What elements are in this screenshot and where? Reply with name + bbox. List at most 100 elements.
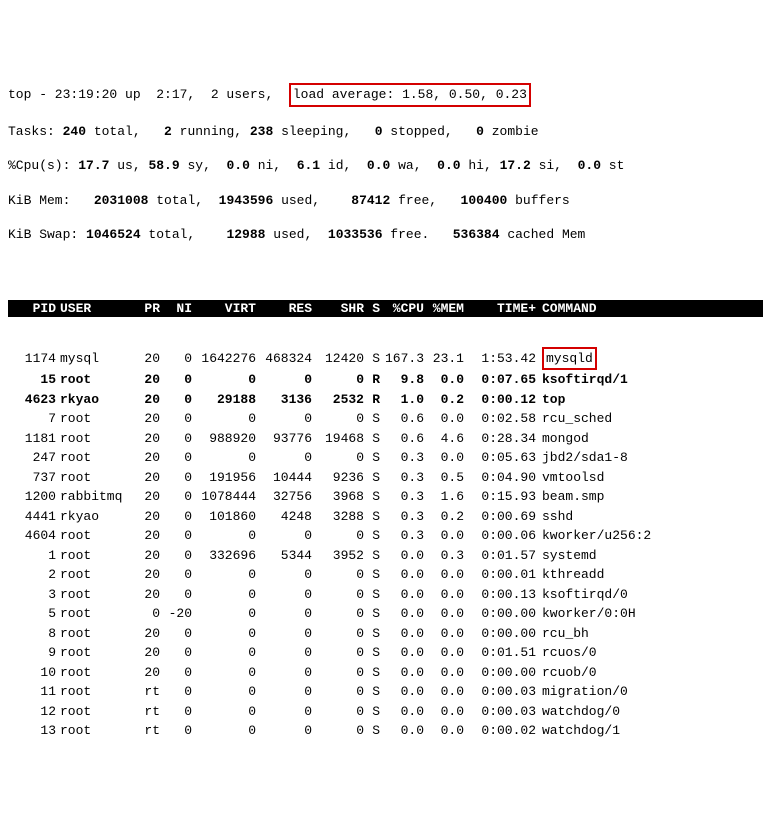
cell-user: root [56,429,132,449]
cell-ni: 0 [160,702,192,722]
cell-cpu: 0.3 [380,487,424,507]
table-row[interactable]: 1200rabbitmq2001078444327563968S0.31.60:… [8,487,763,507]
col-header-cmd: COMMAND [536,301,597,316]
cell-cmd: mongod [536,429,589,449]
cell-shr: 0 [312,721,364,741]
cell-pid: 12 [8,702,56,722]
cell-virt: 0 [192,702,256,722]
table-row[interactable]: 5root0-20000S0.00.00:00.00kworker/0:0H [8,604,763,624]
cell-pid: 2 [8,565,56,585]
cell-cpu: 0.0 [380,565,424,585]
cell-virt: 0 [192,585,256,605]
cell-res: 32756 [256,487,312,507]
cell-user: root [56,370,132,390]
cell-time: 0:15.93 [464,487,536,507]
cell-shr: 3952 [312,546,364,566]
cell-pid: 1 [8,546,56,566]
col-header-pid: PID [8,301,56,316]
table-row[interactable]: 11rootrt0000S0.00.00:00.03migration/0 [8,682,763,702]
table-row[interactable]: 1181root2009889209377619468S0.64.60:28.3… [8,429,763,449]
cell-pr: 20 [132,643,160,663]
cell-shr: 2532 [312,390,364,410]
cell-s: R [364,370,380,390]
cell-res: 0 [256,370,312,390]
cell-user: rkyao [56,390,132,410]
cell-cpu: 167.3 [380,349,424,369]
cell-mem: 0.5 [424,468,464,488]
table-row[interactable]: 247root200000S0.30.00:05.63jbd2/sda1-8 [8,448,763,468]
cell-virt: 1642276 [192,349,256,369]
cell-s: S [364,409,380,429]
cell-cpu: 0.3 [380,468,424,488]
table-row[interactable]: 737root200191956104449236S0.30.50:04.90v… [8,468,763,488]
cell-s: S [364,663,380,683]
cell-res: 0 [256,604,312,624]
cell-shr: 3968 [312,487,364,507]
cell-shr: 0 [312,643,364,663]
cell-cmd: top [536,390,565,410]
cell-virt: 0 [192,565,256,585]
table-row[interactable]: 4604root200000S0.30.00:00.06kworker/u256… [8,526,763,546]
cell-cmd: vmtoolsd [536,468,604,488]
cell-user: root [56,448,132,468]
cell-mem: 0.0 [424,624,464,644]
cell-virt: 1078444 [192,487,256,507]
col-header-shr: SHR [312,301,364,316]
cell-virt: 0 [192,682,256,702]
cell-cmd: sshd [536,507,573,527]
cell-pid: 1200 [8,487,56,507]
col-header-res: RES [256,301,312,316]
cell-res: 0 [256,409,312,429]
cell-s: S [364,526,380,546]
cell-res: 0 [256,448,312,468]
table-row[interactable]: 3root200000S0.00.00:00.13ksoftirqd/0 [8,585,763,605]
table-row[interactable]: 9root200000S0.00.00:01.51rcuos/0 [8,643,763,663]
cell-cpu: 0.0 [380,643,424,663]
table-row[interactable]: 12rootrt0000S0.00.00:00.03watchdog/0 [8,702,763,722]
cell-cpu: 0.3 [380,507,424,527]
cell-s: S [364,585,380,605]
cell-cpu: 0.0 [380,702,424,722]
table-row[interactable]: 2root200000S0.00.00:00.01kthreadd [8,565,763,585]
cell-user: rabbitmq [56,487,132,507]
cell-ni: 0 [160,624,192,644]
cell-mem: 0.0 [424,370,464,390]
table-row[interactable]: 1root20033269653443952S0.00.30:01.57syst… [8,546,763,566]
cell-pr: 20 [132,370,160,390]
cell-s: S [364,429,380,449]
cell-virt: 0 [192,663,256,683]
table-row[interactable]: 7root200000S0.60.00:02.58rcu_sched [8,409,763,429]
cell-user: root [56,468,132,488]
cell-pr: 20 [132,565,160,585]
cpu-line: %Cpu(s): 17.7 us, 58.9 sy, 0.0 ni, 6.1 i… [8,156,763,176]
cell-pid: 8 [8,624,56,644]
table-row[interactable]: 1174mysql200164227646832412420S167.323.1… [8,347,763,371]
cell-mem: 0.0 [424,526,464,546]
cell-cmd: rcu_sched [536,409,612,429]
cell-cmd: jbd2/sda1-8 [536,448,628,468]
cell-virt: 0 [192,409,256,429]
table-row[interactable]: 15root200000R9.80.00:07.65ksoftirqd/1 [8,370,763,390]
table-row[interactable]: 8root200000S0.00.00:00.00rcu_bh [8,624,763,644]
table-row[interactable]: 4441rkyao20010186042483288S0.30.20:00.69… [8,507,763,527]
cell-cmd: ksoftirqd/0 [536,585,628,605]
cell-shr: 0 [312,663,364,683]
cell-shr: 0 [312,702,364,722]
cell-s: S [364,546,380,566]
cell-s: S [364,721,380,741]
cell-res: 0 [256,624,312,644]
cell-pr: 20 [132,468,160,488]
cell-virt: 0 [192,643,256,663]
table-row[interactable]: 4623rkyao2002918831362532R1.00.20:00.12t… [8,390,763,410]
cell-virt: 0 [192,721,256,741]
cell-shr: 0 [312,585,364,605]
cell-cpu: 0.0 [380,585,424,605]
cell-time: 0:00.12 [464,390,536,410]
cell-cmd: ksoftirqd/1 [536,370,628,390]
cell-user: root [56,682,132,702]
table-row[interactable]: 10root200000S0.00.00:00.00rcuob/0 [8,663,763,683]
cell-s: R [364,390,380,410]
cell-ni: 0 [160,409,192,429]
cell-res: 0 [256,663,312,683]
table-row[interactable]: 13rootrt0000S0.00.00:00.02watchdog/1 [8,721,763,741]
